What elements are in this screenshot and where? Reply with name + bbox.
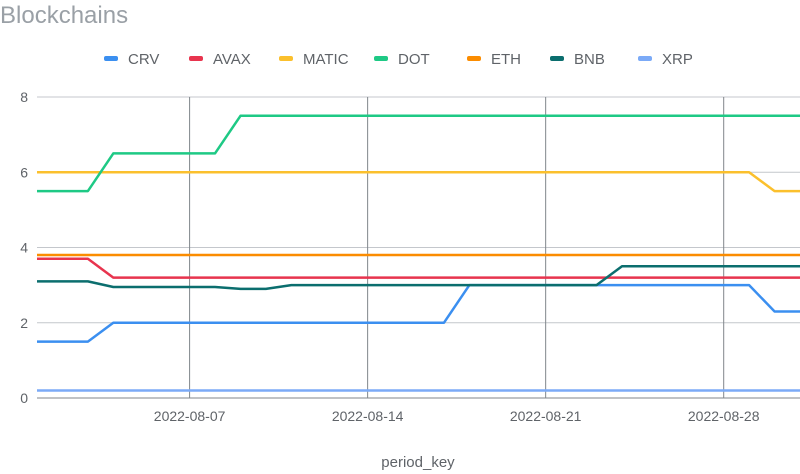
legend-label-avax[interactable]: AVAX — [213, 51, 251, 68]
x-axis-title: period_key — [381, 454, 455, 471]
y-tick-label: 6 — [20, 164, 28, 180]
legend-swatch-matic — [279, 56, 293, 61]
legend-swatch-xrp — [638, 56, 652, 61]
y-tick-label: 0 — [20, 390, 28, 406]
legend-swatch-bnb — [550, 56, 564, 61]
series-line-avax — [37, 257, 800, 279]
legend-swatch-crv — [104, 56, 118, 61]
chart-title: Blockchains — [0, 2, 129, 29]
y-tick-label: 2 — [20, 315, 28, 331]
x-tick-label: 2022-08-21 — [510, 408, 582, 424]
legend-label-eth[interactable]: ETH — [491, 51, 521, 68]
legend-label-dot[interactable]: DOT — [398, 51, 430, 68]
series-line-bnb — [37, 265, 800, 291]
y-tick-label: 8 — [20, 89, 28, 105]
legend-label-matic[interactable]: MATIC — [303, 51, 349, 68]
x-tick-label: 2022-08-07 — [154, 408, 226, 424]
legend-swatch-dot — [374, 56, 388, 61]
series-line-matic — [37, 171, 800, 193]
x-tick-label: 2022-08-14 — [332, 408, 404, 424]
y-tick-label: 4 — [20, 240, 28, 256]
series-line-crv — [37, 283, 800, 343]
legend-label-xrp[interactable]: XRP — [662, 51, 693, 68]
legend-swatch-avax — [189, 56, 203, 61]
x-tick-label: 2022-08-28 — [688, 408, 760, 424]
legend-label-bnb[interactable]: BNB — [574, 51, 605, 68]
legend: CRV AVAX MATIC DOT ETH BNB XRP — [104, 51, 693, 68]
series-line-dot — [37, 114, 800, 193]
legend-swatch-eth — [467, 56, 481, 61]
legend-label-crv[interactable]: CRV — [128, 51, 159, 68]
